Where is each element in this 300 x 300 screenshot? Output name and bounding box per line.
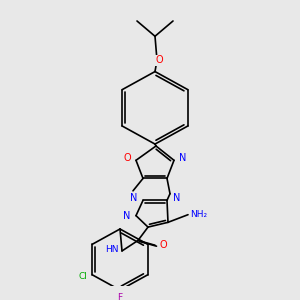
Text: O: O — [123, 153, 131, 164]
Text: N: N — [130, 194, 137, 203]
Text: HN: HN — [106, 244, 119, 253]
Text: N: N — [123, 211, 130, 220]
Text: F: F — [117, 293, 123, 300]
Text: N: N — [173, 194, 180, 203]
Text: O: O — [155, 55, 163, 65]
Text: N: N — [179, 153, 186, 164]
Text: O: O — [160, 240, 168, 250]
Text: Cl: Cl — [78, 272, 87, 281]
Text: NH₂: NH₂ — [190, 210, 207, 219]
